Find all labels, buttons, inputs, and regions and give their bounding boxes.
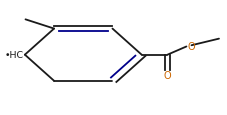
Text: •HC: •HC — [5, 51, 24, 60]
Text: O: O — [164, 71, 171, 81]
Text: O: O — [187, 42, 195, 52]
